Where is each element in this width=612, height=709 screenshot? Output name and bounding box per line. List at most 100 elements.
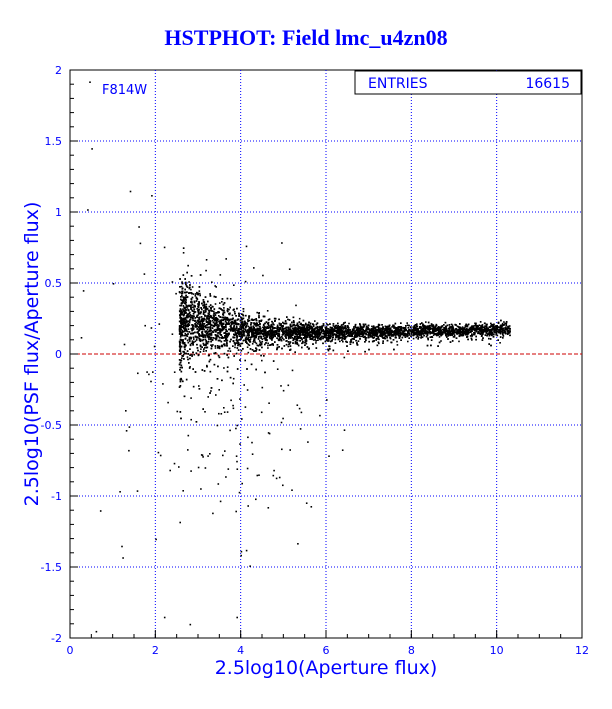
data-point (182, 309, 185, 311)
data-point (204, 338, 207, 341)
data-point (224, 344, 226, 347)
data-point (365, 327, 368, 329)
data-point (195, 321, 197, 324)
data-point (180, 417, 182, 420)
data-point (179, 343, 181, 346)
data-point (297, 329, 299, 331)
data-point (496, 334, 499, 337)
data-point (427, 338, 429, 341)
data-point (215, 286, 217, 288)
data-point (206, 342, 209, 345)
data-point (416, 334, 418, 336)
data-point (479, 328, 481, 331)
data-point (179, 359, 182, 361)
data-point (227, 350, 229, 352)
data-point (423, 330, 425, 333)
data-point (247, 334, 249, 337)
data-point (214, 312, 217, 314)
data-point (499, 342, 501, 344)
data-point (257, 345, 260, 347)
data-point (478, 324, 481, 326)
data-point (276, 348, 278, 351)
data-point (410, 335, 412, 337)
data-point (279, 324, 281, 326)
data-point (220, 308, 222, 310)
data-point (212, 344, 214, 346)
data-point (301, 338, 303, 341)
data-point (281, 347, 283, 350)
data-point (493, 331, 495, 333)
data-point (182, 252, 185, 254)
data-point (199, 345, 202, 348)
data-point (206, 328, 209, 331)
data-point (224, 326, 227, 328)
data-point (266, 325, 269, 328)
data-point (293, 327, 296, 329)
data-point (193, 341, 195, 343)
data-point (265, 333, 267, 336)
data-point (197, 330, 200, 332)
data-point (354, 330, 357, 332)
data-point (268, 333, 270, 336)
data-point (344, 321, 346, 324)
data-point (483, 322, 486, 325)
data-point (183, 346, 186, 349)
data-point (213, 316, 215, 318)
data-point (214, 314, 217, 316)
data-point (179, 349, 181, 352)
data-point (318, 335, 321, 337)
data-point (209, 392, 211, 394)
data-point (188, 336, 191, 339)
data-point (296, 335, 298, 337)
data-point (182, 340, 184, 342)
data-point (190, 315, 193, 317)
data-point (315, 347, 318, 349)
data-point (361, 328, 363, 331)
data-point (347, 335, 349, 337)
data-point (185, 325, 188, 328)
data-point (258, 316, 260, 319)
data-point (314, 320, 316, 322)
data-point (202, 299, 205, 301)
data-point (214, 303, 217, 305)
data-point (308, 336, 310, 338)
data-point (185, 296, 188, 299)
data-point (359, 335, 361, 338)
data-point (285, 322, 288, 325)
data-point (263, 331, 266, 333)
data-point (329, 323, 331, 325)
data-point (250, 326, 252, 329)
data-point (181, 281, 183, 283)
data-point (426, 333, 429, 335)
data-point (211, 339, 214, 341)
data-point (249, 338, 252, 341)
data-point (197, 354, 200, 356)
data-point (279, 336, 281, 339)
data-point (469, 335, 472, 337)
data-point (500, 319, 502, 322)
data-point (463, 328, 466, 331)
data-point (203, 323, 206, 325)
data-point (197, 336, 199, 339)
data-point (261, 340, 264, 343)
data-point (482, 337, 484, 339)
data-point (182, 341, 184, 343)
data-point (296, 343, 299, 345)
data-point (278, 327, 281, 329)
data-point (203, 307, 205, 309)
data-point (226, 339, 229, 342)
data-point (214, 337, 216, 340)
data-point (385, 334, 387, 337)
data-point (451, 340, 454, 342)
data-point (216, 332, 219, 334)
data-point (223, 332, 225, 334)
data-point (393, 325, 395, 328)
data-point (183, 327, 185, 330)
data-point (476, 325, 478, 327)
data-point (255, 342, 258, 345)
data-point (447, 335, 450, 337)
data-point (207, 314, 210, 317)
data-point (197, 349, 199, 352)
data-point (347, 327, 350, 329)
data-point (396, 340, 398, 343)
